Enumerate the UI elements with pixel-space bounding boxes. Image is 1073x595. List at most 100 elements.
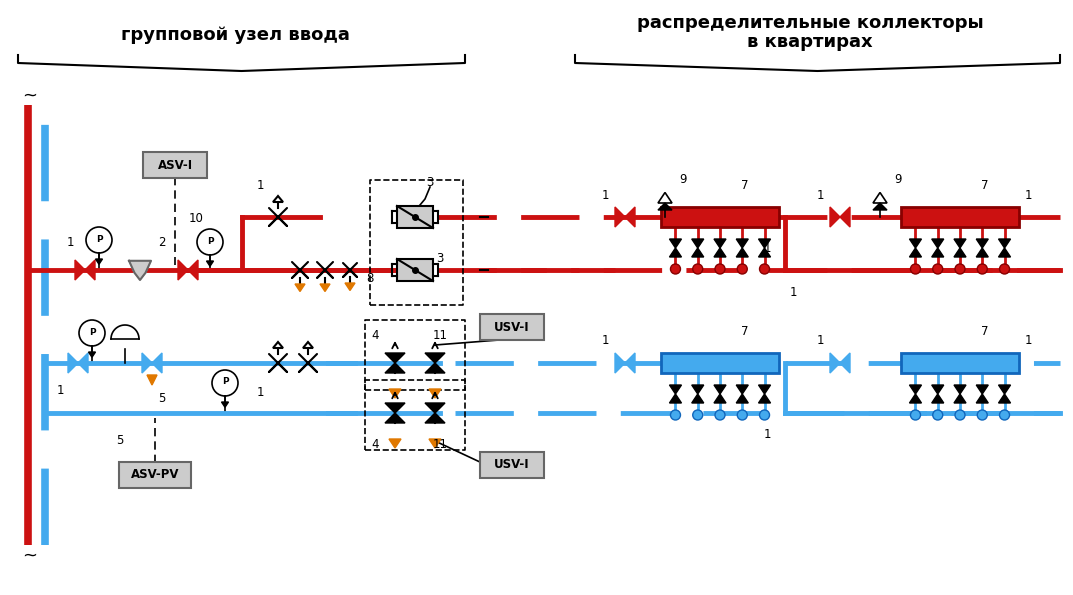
Polygon shape xyxy=(624,207,635,227)
Polygon shape xyxy=(873,203,887,210)
Polygon shape xyxy=(692,239,704,248)
Circle shape xyxy=(911,410,921,420)
FancyBboxPatch shape xyxy=(480,314,544,340)
Polygon shape xyxy=(910,248,922,257)
Polygon shape xyxy=(425,413,445,423)
Polygon shape xyxy=(840,353,850,373)
Text: 1: 1 xyxy=(256,178,264,192)
Text: 7: 7 xyxy=(741,324,749,337)
Polygon shape xyxy=(78,353,88,373)
Polygon shape xyxy=(831,207,840,227)
Text: 1: 1 xyxy=(256,387,264,399)
Polygon shape xyxy=(615,353,624,373)
Circle shape xyxy=(932,264,943,274)
Polygon shape xyxy=(429,389,441,398)
Polygon shape xyxy=(303,342,313,348)
Polygon shape xyxy=(954,248,966,257)
Bar xyxy=(901,207,1019,227)
Circle shape xyxy=(715,264,725,274)
Polygon shape xyxy=(624,353,635,373)
Polygon shape xyxy=(736,394,748,403)
Polygon shape xyxy=(931,239,944,248)
Circle shape xyxy=(955,410,965,420)
Text: 5: 5 xyxy=(159,392,165,405)
Circle shape xyxy=(932,410,943,420)
Polygon shape xyxy=(75,260,85,280)
Polygon shape xyxy=(954,239,966,248)
Polygon shape xyxy=(976,239,988,248)
Polygon shape xyxy=(346,283,355,290)
Polygon shape xyxy=(425,363,445,373)
Polygon shape xyxy=(615,207,624,227)
Polygon shape xyxy=(714,394,726,403)
Text: 1: 1 xyxy=(763,428,770,441)
Polygon shape xyxy=(221,402,229,407)
Polygon shape xyxy=(954,394,966,403)
Polygon shape xyxy=(88,352,95,357)
Polygon shape xyxy=(999,385,1011,394)
Polygon shape xyxy=(999,394,1011,403)
Polygon shape xyxy=(976,394,988,403)
Polygon shape xyxy=(295,284,305,292)
Text: 8: 8 xyxy=(366,271,373,284)
Circle shape xyxy=(760,410,769,420)
Text: 1: 1 xyxy=(790,286,797,299)
Polygon shape xyxy=(670,385,681,394)
Polygon shape xyxy=(425,353,445,363)
Polygon shape xyxy=(429,439,441,448)
Text: USV-I: USV-I xyxy=(495,321,530,334)
Polygon shape xyxy=(759,248,770,257)
Polygon shape xyxy=(385,403,405,413)
Text: 4: 4 xyxy=(371,439,379,452)
Bar xyxy=(397,259,433,281)
Polygon shape xyxy=(910,239,922,248)
Circle shape xyxy=(737,410,747,420)
Polygon shape xyxy=(736,239,748,248)
Polygon shape xyxy=(142,353,152,373)
Text: 1: 1 xyxy=(601,189,608,202)
Text: 1: 1 xyxy=(1025,189,1032,202)
Text: ~: ~ xyxy=(23,87,36,105)
Polygon shape xyxy=(188,260,199,280)
Polygon shape xyxy=(658,193,672,203)
Polygon shape xyxy=(840,207,850,227)
Bar xyxy=(901,353,1019,373)
Polygon shape xyxy=(95,259,103,264)
Polygon shape xyxy=(85,260,95,280)
Text: 11: 11 xyxy=(432,328,447,342)
Polygon shape xyxy=(389,439,401,448)
Text: P: P xyxy=(89,327,95,337)
Circle shape xyxy=(693,410,703,420)
Polygon shape xyxy=(759,394,770,403)
Polygon shape xyxy=(385,413,405,423)
Polygon shape xyxy=(910,394,922,403)
Text: 7: 7 xyxy=(981,178,988,192)
Polygon shape xyxy=(129,261,151,280)
Text: ASV-I: ASV-I xyxy=(158,158,192,171)
Circle shape xyxy=(955,264,965,274)
Text: ASV-PV: ASV-PV xyxy=(131,468,179,481)
Polygon shape xyxy=(714,248,726,257)
Polygon shape xyxy=(999,239,1011,248)
Bar xyxy=(397,206,433,228)
Polygon shape xyxy=(670,394,681,403)
Circle shape xyxy=(1000,410,1010,420)
Text: в квартирах: в квартирах xyxy=(747,33,872,51)
Text: 1: 1 xyxy=(817,189,824,202)
Text: 9: 9 xyxy=(679,173,687,186)
Text: 1: 1 xyxy=(763,242,770,255)
Text: групповой узел ввода: групповой узел ввода xyxy=(120,26,350,44)
Circle shape xyxy=(737,264,747,274)
Polygon shape xyxy=(976,248,988,257)
Polygon shape xyxy=(425,403,445,413)
Circle shape xyxy=(978,264,987,274)
Polygon shape xyxy=(931,385,944,394)
Polygon shape xyxy=(759,239,770,248)
Polygon shape xyxy=(736,385,748,394)
Polygon shape xyxy=(152,353,162,373)
Polygon shape xyxy=(147,375,157,385)
Polygon shape xyxy=(954,385,966,394)
Text: 3: 3 xyxy=(426,176,433,189)
Polygon shape xyxy=(976,385,988,394)
Polygon shape xyxy=(273,342,283,348)
